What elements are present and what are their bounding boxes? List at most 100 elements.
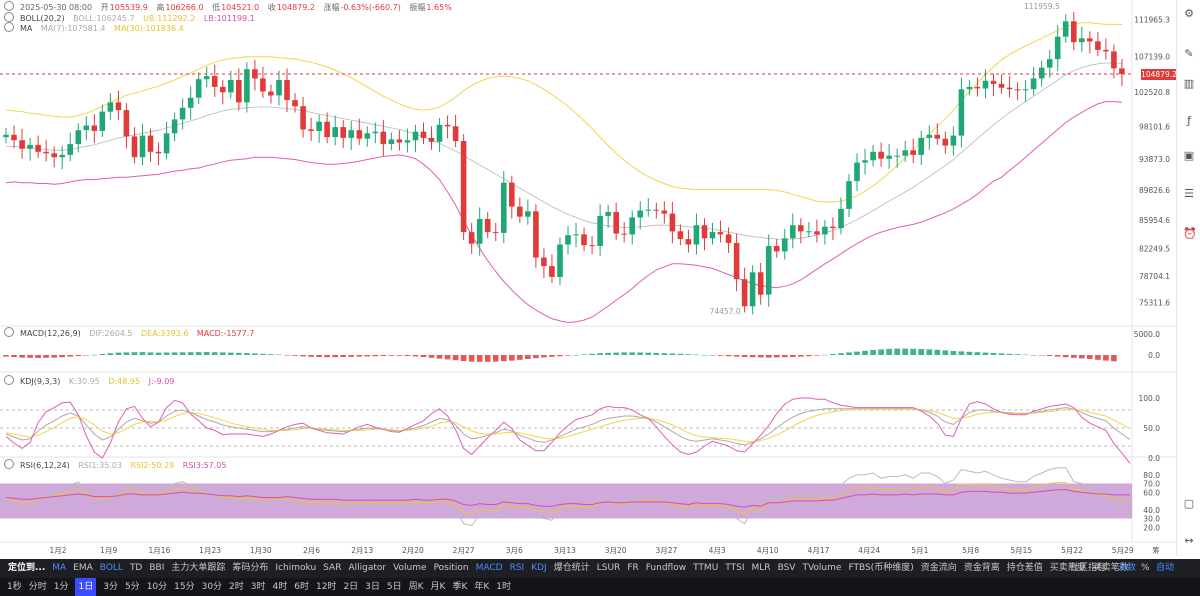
indicator-item[interactable]: SAR bbox=[323, 563, 342, 573]
macd-bar bbox=[701, 355, 708, 356]
interval-item[interactable]: 10分 bbox=[146, 582, 168, 592]
macd-bar bbox=[59, 355, 65, 358]
indicator-item[interactable]: BBI bbox=[149, 563, 165, 573]
kdj-name[interactable]: KDJ(9,3,3) bbox=[20, 377, 61, 386]
chart-option[interactable]: % bbox=[1141, 563, 1150, 573]
indicator-item[interactable]: Position bbox=[433, 563, 469, 573]
indicator-item[interactable]: EMA bbox=[73, 563, 93, 573]
interval-item[interactable]: 4时 bbox=[272, 582, 288, 592]
indicator-item[interactable]: 买卖笔数 bbox=[1092, 563, 1129, 573]
interval-item[interactable]: 1日 bbox=[75, 578, 97, 596]
indicator-item[interactable]: 主力大单跟踪 bbox=[171, 563, 226, 573]
indicator-item[interactable]: Alligator bbox=[348, 563, 387, 573]
alert-icon[interactable]: ⏰ bbox=[1183, 227, 1197, 240]
interval-item[interactable]: 月K bbox=[430, 582, 446, 592]
indicator-icon[interactable]: ƒ bbox=[1187, 114, 1191, 127]
macd-bar bbox=[187, 352, 194, 355]
candle-up bbox=[59, 154, 65, 158]
indicator-item[interactable]: TTMU bbox=[693, 563, 719, 573]
candle-up bbox=[846, 181, 852, 209]
interval-item[interactable]: 5分 bbox=[124, 582, 140, 592]
indicator-item[interactable]: FTBS(币种维度) bbox=[848, 563, 914, 573]
rsi-name[interactable]: RSI(6,12,24) bbox=[20, 461, 70, 470]
chart-option[interactable]: 社区指标 bbox=[1070, 563, 1107, 573]
interval-item[interactable]: 3分 bbox=[103, 582, 118, 592]
interval-item[interactable]: 5日 bbox=[386, 582, 402, 592]
interval-item[interactable]: 1时 bbox=[496, 582, 511, 592]
indicator-item[interactable]: BSV bbox=[777, 563, 796, 573]
chart-option[interactable]: 对数 bbox=[1118, 563, 1137, 573]
interval-item[interactable]: 年K bbox=[474, 582, 490, 592]
indicator-item[interactable]: Fundflow bbox=[645, 563, 687, 573]
interval-item[interactable]: 3时 bbox=[250, 582, 266, 592]
indicator-item[interactable]: 资金背离 bbox=[963, 563, 1000, 573]
indicator-item[interactable]: MLR bbox=[751, 563, 771, 573]
indicator-item[interactable]: KDJ bbox=[531, 563, 547, 573]
interval-item[interactable]: 6时 bbox=[294, 582, 309, 592]
macd-bar bbox=[509, 355, 515, 361]
drawing-list-icon[interactable]: ☰ bbox=[1184, 187, 1194, 200]
indicator-item[interactable]: MA bbox=[52, 563, 67, 573]
screenshot-icon[interactable]: ▢ bbox=[1183, 497, 1195, 510]
interval-item[interactable]: 15分 bbox=[174, 582, 195, 592]
interval-item[interactable]: 季K bbox=[452, 582, 468, 592]
indicator-item[interactable]: 持仓差值 bbox=[1006, 563, 1043, 573]
macd-name[interactable]: MACD(12,26,9) bbox=[20, 329, 81, 338]
interval-item[interactable]: 2时 bbox=[229, 582, 244, 592]
indicator-item[interactable]: TD bbox=[129, 563, 143, 573]
visibility-toggle-icon[interactable] bbox=[4, 459, 14, 469]
macd-bar bbox=[340, 355, 346, 357]
indicator-item[interactable]: TVolume bbox=[802, 563, 842, 573]
macd-bar bbox=[1079, 355, 1085, 359]
interval-item[interactable]: 12时 bbox=[315, 582, 337, 592]
jump-to-button[interactable]: 定位到... bbox=[8, 563, 46, 573]
ruler-icon[interactable]: ↔ bbox=[1184, 534, 1194, 547]
visibility-toggle-icon[interactable] bbox=[4, 327, 14, 337]
visibility-toggle-icon[interactable] bbox=[4, 1, 14, 11]
macd-bar bbox=[292, 355, 298, 356]
interval-item[interactable]: 1分 bbox=[53, 582, 69, 592]
macd-bar bbox=[934, 349, 941, 355]
visibility-toggle-icon[interactable] bbox=[4, 22, 14, 32]
macd-bar bbox=[252, 353, 258, 355]
candle-up bbox=[966, 86, 973, 90]
macd-bar bbox=[950, 351, 957, 355]
macd-bar bbox=[782, 355, 788, 358]
indicator-item[interactable]: FR bbox=[627, 563, 639, 573]
indicator-item[interactable]: Ichimoku bbox=[275, 563, 317, 573]
draw-icon[interactable]: ✎ bbox=[1184, 47, 1194, 60]
candle-up bbox=[894, 155, 900, 157]
indicator-item[interactable]: LSUR bbox=[596, 563, 621, 573]
visibility-toggle-icon[interactable] bbox=[4, 375, 14, 385]
chart-option[interactable]: 自动 bbox=[1156, 563, 1175, 573]
interval-item[interactable]: 30分 bbox=[201, 582, 223, 592]
indicator-item[interactable]: 筹码分布 bbox=[232, 563, 269, 573]
indicator-item[interactable]: 买卖热度 bbox=[1049, 563, 1086, 573]
ma-name[interactable]: MA bbox=[20, 24, 33, 33]
indicator-item[interactable]: 资金流向 bbox=[920, 563, 957, 573]
interval-item[interactable]: 3日 bbox=[365, 582, 380, 592]
indicator-item[interactable]: Volume bbox=[393, 563, 427, 573]
interval-item[interactable]: 分时 bbox=[28, 582, 47, 592]
layout-icon[interactable]: ▣ bbox=[1183, 149, 1195, 162]
ma7-value: MA(7):107581.4 bbox=[40, 24, 106, 33]
boll-name[interactable]: BOLL(20,2) bbox=[20, 14, 65, 23]
indicator-item[interactable]: BOLL bbox=[99, 563, 123, 573]
indicator-item[interactable]: RSI bbox=[509, 563, 525, 573]
chart-type-icon[interactable]: ▥ bbox=[1183, 77, 1195, 90]
indicator-item[interactable]: MACD bbox=[475, 563, 503, 573]
macd-bar bbox=[1054, 355, 1061, 357]
settings-icon[interactable]: ⚙ bbox=[1184, 7, 1194, 20]
indicator-item[interactable]: 爆仓统计 bbox=[553, 563, 590, 573]
rsi-tick-label: 80.0 bbox=[1143, 471, 1160, 480]
interval-item[interactable]: 2日 bbox=[343, 582, 359, 592]
interval-item[interactable]: 1秒 bbox=[7, 582, 22, 592]
visibility-toggle-icon[interactable] bbox=[4, 12, 14, 22]
x-axis-label: 4月3 bbox=[709, 546, 726, 555]
interval-item[interactable]: 周K bbox=[408, 582, 424, 592]
chart-area[interactable]: 111965.3 107139.0 102520.8 98101.6 93873.0 89… bbox=[0, 0, 1176, 558]
candle-up bbox=[501, 182, 507, 233]
macd-bar bbox=[83, 355, 90, 356]
macd-bar bbox=[533, 355, 539, 359]
indicator-item[interactable]: TTSI bbox=[725, 563, 745, 573]
